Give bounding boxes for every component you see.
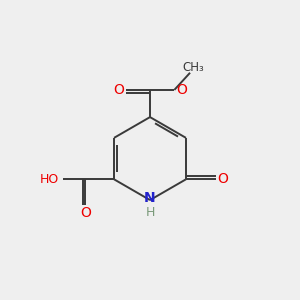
- Text: HO: HO: [40, 173, 59, 186]
- Text: O: O: [80, 206, 91, 220]
- Text: H: H: [145, 206, 155, 219]
- Text: O: O: [176, 83, 187, 97]
- Text: N: N: [144, 191, 156, 205]
- Text: CH₃: CH₃: [182, 61, 204, 74]
- Text: O: O: [113, 83, 124, 97]
- Text: O: O: [218, 172, 229, 186]
